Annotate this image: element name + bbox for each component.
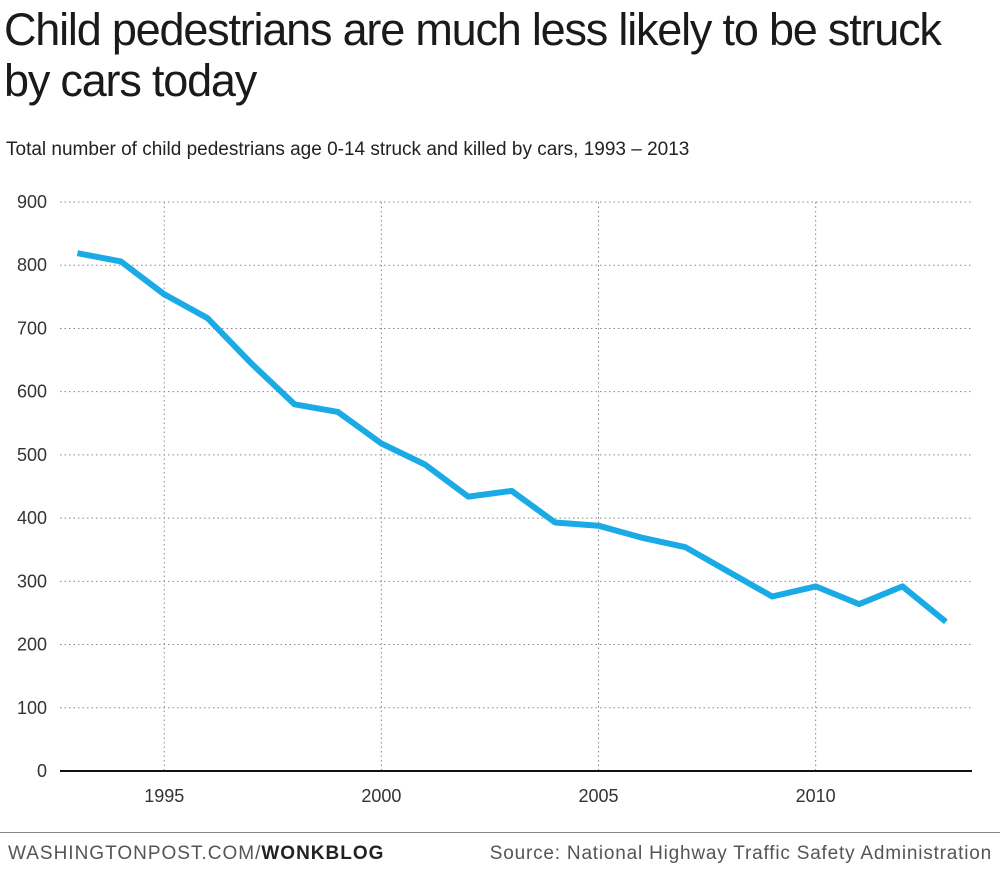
chart-subtitle: Total number of child pedestrians age 0-…: [6, 139, 690, 160]
publisher-credit: WASHINGTONPOST.COM/WONKBLOG: [8, 843, 384, 865]
data-source: Source: National Highway Traffic Safety …: [489, 843, 992, 864]
y-tick-label: 700: [17, 318, 47, 338]
y-tick-label: 0: [37, 761, 47, 781]
y-tick-label: 100: [17, 698, 47, 718]
line-chart: 0 100 200 300 400 500 600 700 800 900 1995 2000 200…: [17, 192, 972, 806]
y-tick-labels: 0 100 200 300 400 500 600 700 800 900: [17, 192, 47, 781]
x-tick-label: 1995: [144, 786, 184, 806]
y-tick-label: 900: [17, 192, 47, 212]
footer: WASHINGTONPOST.COM/WONKBLOG Source: Nati…: [8, 843, 992, 865]
y-gridlines: [60, 201, 972, 709]
chart-title: Child pedestrians are much less likely t…: [4, 4, 942, 106]
x-gridlines: [163, 202, 817, 771]
y-tick-label: 200: [17, 635, 47, 655]
y-tick-label: 400: [17, 508, 47, 528]
series-group: [76, 250, 948, 625]
publisher-blog: WONKBLOG: [261, 843, 385, 864]
x-tick-label: 2005: [578, 786, 618, 806]
x-tick-labels: 1995 2000 2005 2010: [144, 786, 835, 806]
y-tick-label: 600: [17, 382, 47, 402]
footer-divider: [0, 832, 1000, 833]
y-tick-label: 300: [17, 571, 47, 591]
y-tick-label: 800: [17, 255, 47, 275]
publisher-domain: WASHINGTONPOST.COM/: [8, 843, 262, 864]
x-tick-label: 2010: [796, 786, 836, 806]
x-tick-label: 2000: [361, 786, 401, 806]
y-tick-label: 500: [17, 445, 47, 465]
series-line: [76, 250, 948, 625]
